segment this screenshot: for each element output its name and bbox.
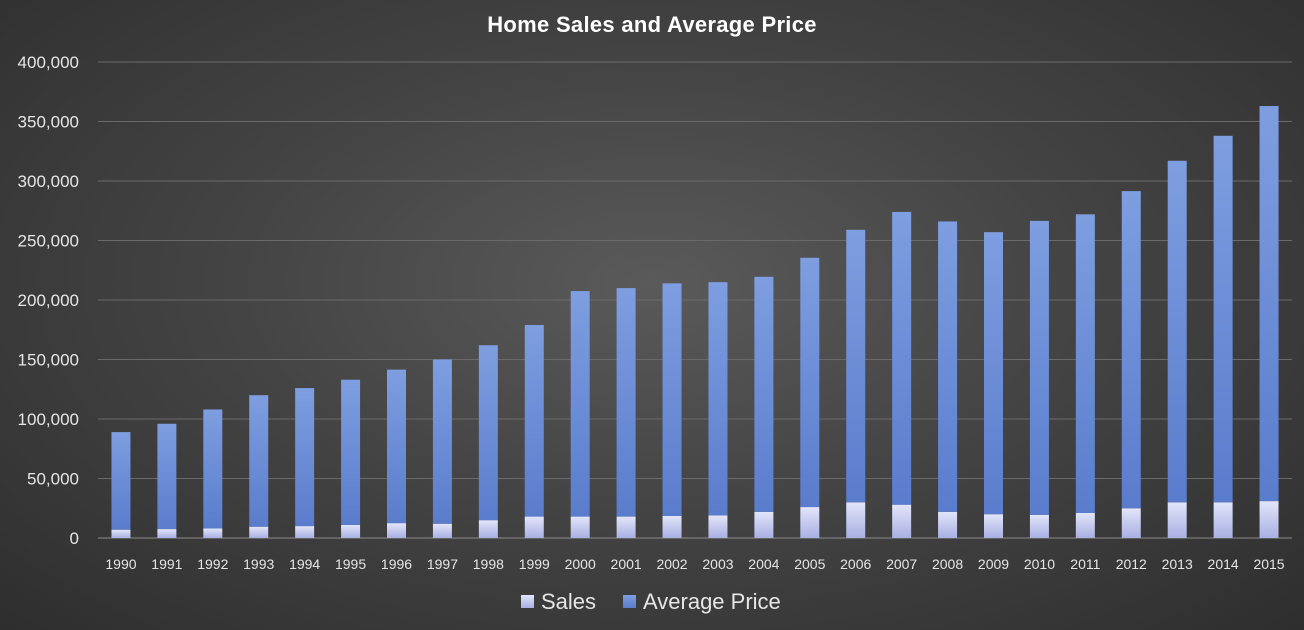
bar-sales	[111, 529, 131, 538]
bar-average-price	[662, 283, 682, 516]
bar-average-price	[1075, 214, 1095, 514]
x-tick-label: 2007	[886, 556, 917, 572]
x-tick-label: 1998	[473, 556, 504, 572]
x-tick-label: 2010	[1024, 556, 1055, 572]
bar-average-price	[432, 359, 452, 524]
bar-sales	[846, 502, 866, 538]
bar-sales	[1167, 502, 1187, 538]
bar-average-price	[157, 423, 177, 530]
bar-average-price	[1213, 135, 1233, 503]
bar-average-price	[1029, 220, 1049, 515]
legend: Sales Average Price	[521, 589, 781, 614]
x-tick-label: 2005	[794, 556, 825, 572]
bar-average-price	[984, 232, 1003, 515]
bar-sales	[1121, 508, 1141, 538]
x-axis: 1990 1991 1992 1993 1994 1995 1996 1997 1998 1999…	[105, 556, 1284, 572]
bar-sales	[157, 529, 177, 538]
bar-average-price	[1167, 160, 1187, 503]
bar-sales	[432, 523, 452, 538]
bar-average-price	[295, 388, 315, 527]
bar-average-price	[800, 257, 820, 508]
bar-average-price	[1259, 106, 1279, 502]
bar-sales	[892, 504, 912, 538]
bar-sales	[1075, 513, 1095, 538]
bar-sales	[800, 507, 820, 538]
bar-sales	[524, 516, 544, 538]
bar-average-price	[249, 395, 269, 527]
y-tick-label: 200,000	[18, 291, 79, 310]
bar-sales	[754, 511, 774, 538]
bar-sales	[203, 528, 223, 538]
bar-average-price	[754, 276, 774, 512]
bar-sales	[662, 515, 682, 538]
x-tick-label: 1990	[105, 556, 136, 572]
bar-sales	[295, 526, 315, 538]
x-tick-label: 1993	[243, 556, 274, 572]
y-tick-label: 100,000	[18, 410, 79, 429]
bar-average-price	[616, 288, 636, 517]
bar-sales	[708, 515, 728, 538]
bar-sales	[1213, 502, 1233, 538]
legend-swatch-sales	[521, 595, 534, 608]
y-axis: 0 50,000 100,000 150,000 200,000 250,000 300,0…	[18, 53, 79, 548]
x-tick-label: 1997	[427, 556, 458, 572]
bar-sales	[616, 516, 636, 538]
bar-average-price	[203, 409, 223, 529]
x-tick-label: 2000	[565, 556, 596, 572]
y-tick-label: 50,000	[27, 470, 79, 489]
x-tick-label: 1999	[519, 556, 550, 572]
x-tick-label: 2004	[748, 556, 779, 572]
y-tick-label: 250,000	[18, 232, 79, 251]
bar-average-price	[341, 379, 361, 525]
bar-average-price	[570, 291, 590, 517]
y-tick-label: 300,000	[18, 172, 79, 191]
bar-sales	[938, 511, 958, 538]
bar-average-price	[387, 369, 406, 524]
bar-sales	[249, 526, 269, 538]
legend-label-sales: Sales	[541, 589, 596, 614]
y-tick-label: 400,000	[18, 53, 79, 72]
x-tick-label: 1996	[381, 556, 412, 572]
x-tick-label: 2011	[1070, 556, 1100, 572]
bar-sales	[341, 524, 361, 538]
y-tick-label: 350,000	[18, 113, 79, 132]
y-tick-label: 150,000	[18, 351, 79, 370]
bar-average-price	[938, 221, 958, 512]
x-tick-label: 2001	[611, 556, 642, 572]
bar-sales	[478, 520, 498, 538]
x-tick-label: 1994	[289, 556, 320, 572]
bar-sales	[570, 516, 590, 538]
x-tick-label: 2009	[978, 556, 1009, 572]
bar-sales	[984, 514, 1003, 538]
x-tick-label: 2013	[1162, 556, 1193, 572]
bar-average-price	[1121, 191, 1141, 509]
x-tick-label: 2012	[1116, 556, 1147, 572]
x-tick-label: 2008	[932, 556, 963, 572]
bar-sales	[1029, 514, 1049, 538]
x-tick-label: 1995	[335, 556, 366, 572]
x-tick-label: 2014	[1208, 556, 1239, 572]
x-tick-label: 2006	[840, 556, 871, 572]
bar-average-price	[111, 432, 131, 530]
bar-sales	[1259, 501, 1279, 538]
x-tick-label: 2015	[1253, 556, 1284, 572]
x-tick-label: 1991	[151, 556, 182, 572]
bar-average-price	[478, 345, 498, 521]
gridlines	[98, 61, 1292, 539]
bar-sales	[387, 523, 406, 538]
bars	[111, 106, 1279, 538]
bar-average-price	[846, 229, 866, 503]
x-tick-label: 1992	[197, 556, 228, 572]
y-tick-label: 0	[70, 529, 79, 548]
bar-average-price	[708, 282, 728, 516]
chart-title: Home Sales and Average Price	[487, 12, 817, 37]
bar-average-price	[524, 324, 544, 517]
legend-swatch-average-price	[623, 595, 636, 608]
x-tick-label: 2003	[702, 556, 733, 572]
x-tick-label: 2002	[656, 556, 687, 572]
bar-average-price	[892, 211, 912, 505]
legend-label-average-price: Average Price	[643, 589, 781, 614]
